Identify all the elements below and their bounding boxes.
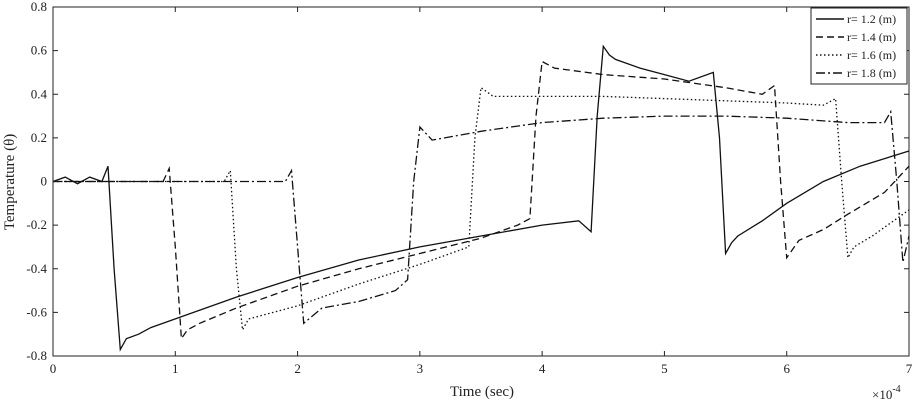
- y-tick-label: -0.2: [26, 217, 47, 232]
- ticks-layer: 0 1 2 3 4 5 6 7 -0.8 -0.6 -0.4 -0.2 0 0.2 0.4 0.6 0.8: [26, 0, 912, 376]
- series-line-2: [53, 60, 910, 341]
- y-tick-label: -0.8: [26, 348, 47, 363]
- x-axis-title: Time (sec): [450, 384, 514, 400]
- x-multiplier-label: ×10-4: [872, 384, 901, 402]
- series-line-3: [53, 86, 910, 332]
- y-tick-label: 0: [41, 174, 48, 189]
- y-tick-label: 0.6: [31, 43, 48, 58]
- x-tick-label: 0: [50, 361, 57, 376]
- legend-label-4: r= 1.8 (m): [847, 66, 896, 80]
- y-tick-label: -0.6: [26, 304, 47, 319]
- x-tick-label: 5: [661, 361, 668, 376]
- legend-box: [810, 7, 908, 85]
- y-axis-title: Temperature (θ): [2, 134, 18, 231]
- x-tick-label: 2: [294, 361, 301, 376]
- legend-label-1: r= 1.2 (m): [847, 12, 896, 26]
- x-tick-label: 3: [417, 361, 424, 376]
- x-tick-label: 1: [172, 361, 179, 376]
- x-multiplier-base: ×10: [872, 387, 892, 402]
- y-tick-label: 0.2: [31, 130, 47, 145]
- y-tick-label: -0.4: [26, 261, 47, 276]
- y-tick-label: 0.4: [31, 86, 48, 101]
- series-layer: [52, 44, 910, 352]
- y-tick-label: 0.8: [31, 0, 47, 14]
- x-tick-label: 4: [539, 361, 546, 376]
- legend-label-2: r= 1.4 (m): [847, 30, 896, 44]
- x-tick-label: 6: [783, 361, 790, 376]
- legend-label-3: r= 1.6 (m): [847, 48, 896, 62]
- x-multiplier-exponent: -4: [892, 384, 900, 395]
- series-line-4: [53, 109, 910, 325]
- series-line-1: [52, 44, 910, 352]
- legend: r= 1.2 (m) r= 1.4 (m) r= 1.6 (m) r= 1.8 (m): [810, 7, 908, 85]
- x-tick-label: 7: [906, 361, 913, 376]
